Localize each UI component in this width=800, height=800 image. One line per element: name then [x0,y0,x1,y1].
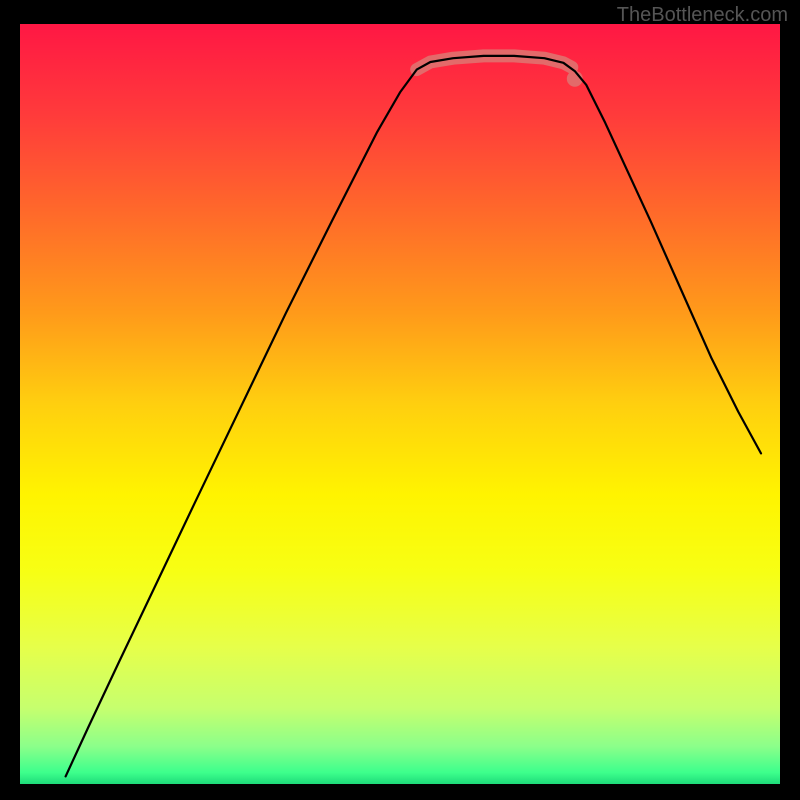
gradient-background [20,24,780,784]
chart-container: TheBottleneck.com [0,0,800,800]
watermark-label: TheBottleneck.com [617,4,788,27]
bottleneck-curve-plot [0,0,800,800]
